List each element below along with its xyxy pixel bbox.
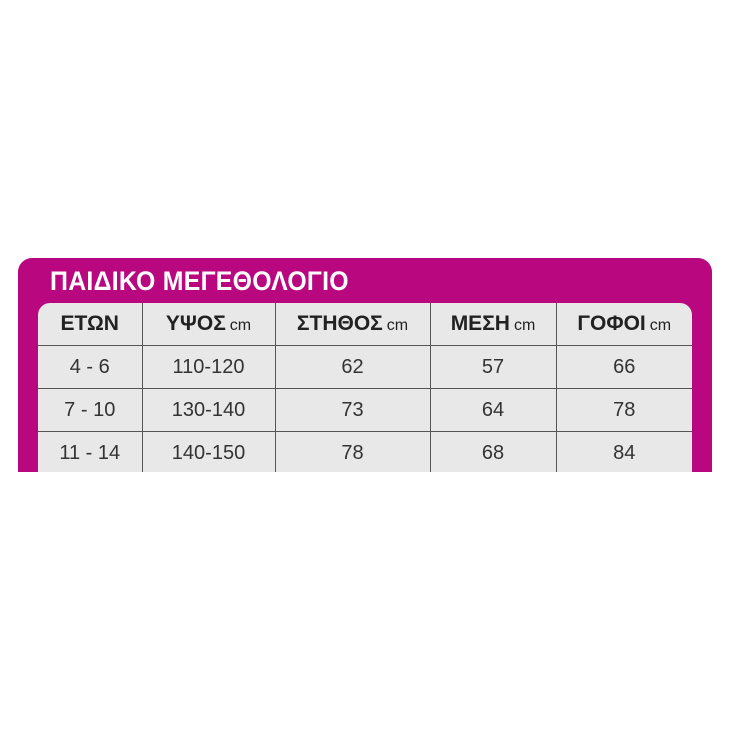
table-cell: 66 — [555, 345, 692, 389]
size-chart-panel: ΠΑΙΔΙΚΟ ΜΕΓΕΘΟΛΟΓΙΟ ΕΤΩΝ ΥΨΟΣ cm ΣΤΗΘΟΣ cm… — [18, 258, 712, 472]
table-cell: 7 - 10 — [38, 388, 143, 432]
table-cell: 84 — [555, 431, 692, 472]
column-header: ΕΤΩΝ — [38, 303, 143, 346]
table-cell: 110-120 — [141, 345, 276, 389]
column-label: ΓΟΦΟΙ — [577, 312, 646, 335]
table-cell: 78 — [555, 388, 692, 432]
header-row: ΕΤΩΝ ΥΨΟΣ cm ΣΤΗΘΟΣ cm ΜΕΣΗ cm ΓΟΦΟΙ cm — [38, 303, 692, 346]
column-label: ΕΤΩΝ — [60, 312, 119, 335]
table-cell: 11 - 14 — [38, 431, 143, 472]
column-unit: cm — [386, 317, 409, 334]
column-header: ΥΨΟΣ cm — [141, 303, 276, 346]
table-cell: 4 - 6 — [38, 345, 143, 389]
column-label: ΣΤΗΘΟΣ — [296, 312, 383, 335]
column-unit: cm — [513, 317, 536, 334]
table-cell: 78 — [274, 431, 431, 472]
table-cell: 62 — [274, 345, 431, 389]
size-table: ΕΤΩΝ ΥΨΟΣ cm ΣΤΗΘΟΣ cm ΜΕΣΗ cm ΓΟΦΟΙ cm 4 - … — [38, 303, 692, 472]
size-chart-title: ΠΑΙΔΙΚΟ ΜΕΓΕΘΟΛΟΓΙΟ — [50, 266, 349, 296]
column-header: ΜΕΣΗ cm — [429, 303, 557, 346]
table-cell: 130-140 — [141, 388, 276, 432]
column-label: ΜΕΣΗ — [450, 312, 510, 335]
table-cell: 57 — [429, 345, 557, 389]
column-unit: cm — [649, 317, 672, 334]
table-cell: 64 — [429, 388, 557, 432]
column-label: ΥΨΟΣ — [165, 312, 226, 335]
table-row: 7 - 10 130-140 73 64 78 — [38, 388, 692, 432]
size-table-container: ΕΤΩΝ ΥΨΟΣ cm ΣΤΗΘΟΣ cm ΜΕΣΗ cm ΓΟΦΟΙ cm 4 - … — [38, 303, 692, 472]
table-cell: 73 — [274, 388, 431, 432]
column-unit: cm — [229, 317, 252, 334]
table-row: 4 - 6 110-120 62 57 66 — [38, 345, 692, 389]
table-row: 11 - 14 140-150 78 68 84 — [38, 431, 692, 472]
column-header: ΣΤΗΘΟΣ cm — [274, 303, 431, 346]
table-cell: 68 — [429, 431, 557, 472]
column-header: ΓΟΦΟΙ cm — [555, 303, 692, 346]
table-cell: 140-150 — [141, 431, 276, 472]
